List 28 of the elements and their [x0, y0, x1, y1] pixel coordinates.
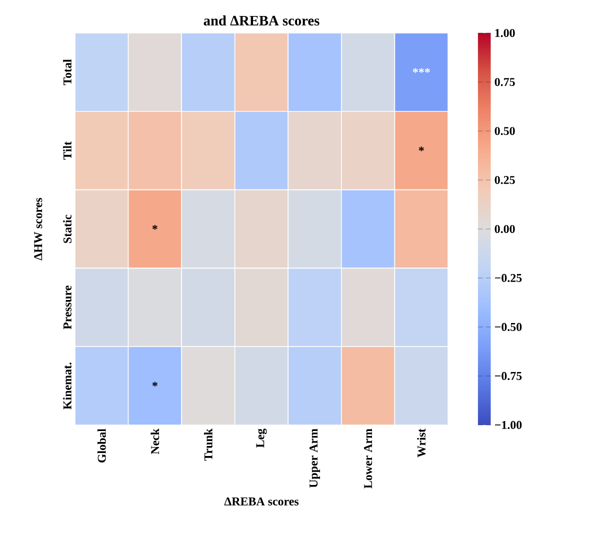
x-tick-label: Global	[97, 428, 106, 462]
x-tick-label: Upper Arm	[310, 428, 320, 488]
x-tick-label: Lower Arm	[364, 428, 372, 488]
data-label: *	[152, 225, 158, 230]
data-label: *	[152, 382, 158, 386]
data-label: *	[418, 146, 424, 152]
x-tick-label: Neck	[150, 428, 160, 454]
color-bar-label: −0.25	[494, 274, 522, 282]
color-bar-label: 0.50	[494, 126, 515, 136]
chart-title: and ΔREBA scores	[204, 15, 320, 26]
x-tick-label: Trunk	[204, 428, 212, 461]
color-bar-label: −1.00	[494, 420, 522, 430]
y-tick-label: Pressure	[64, 286, 72, 330]
color-bar-label: 0.25	[494, 176, 515, 184]
y-tick-label: Tilt	[63, 141, 72, 160]
color-bar-label: −0.75	[494, 372, 522, 380]
color-bar-label: 0.00	[494, 224, 515, 234]
color-bar-label: 0.75	[494, 78, 515, 86]
y-tick-label: Kinemat.	[63, 362, 72, 410]
y-tick-label: Static	[63, 214, 72, 243]
x-tick-label: Leg	[256, 428, 267, 448]
x-axis-title: ΔREBA scores	[224, 497, 299, 506]
x-tick-label: Wrist	[417, 428, 426, 458]
color-bar-label: 1.00	[495, 28, 515, 38]
y-axis-title: ΔHW scores	[34, 198, 42, 260]
data-label: ***	[412, 68, 430, 73]
y-tick-label: Total	[63, 59, 72, 86]
color-bar-label: −0.50	[494, 322, 522, 332]
